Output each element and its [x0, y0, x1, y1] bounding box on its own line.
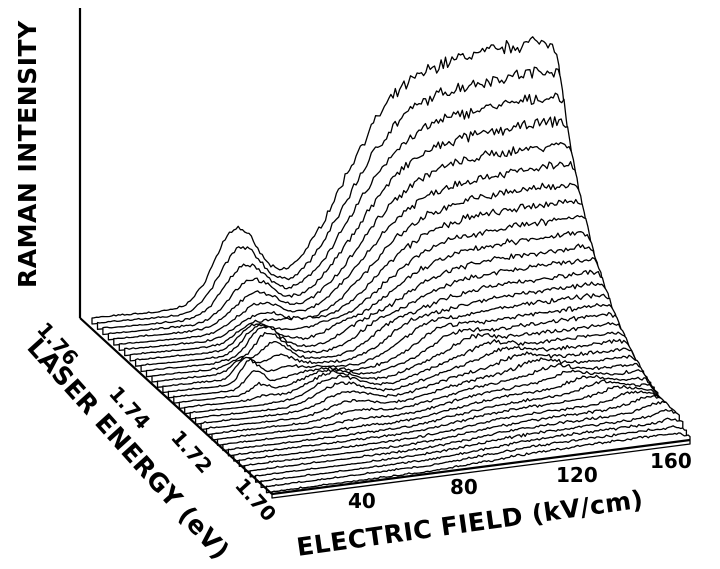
- spectrum-trace: [222, 374, 659, 452]
- x-axis-line: [271, 438, 691, 496]
- spectrum-trace: [249, 400, 677, 478]
- x-tick-label: 160: [650, 449, 692, 473]
- spectrum-trace: [244, 394, 673, 473]
- y-axis-line: [79, 317, 273, 495]
- spectrum-trace: [233, 384, 666, 462]
- waterfall-traces: [91, 36, 691, 499]
- spectrum-trace: [227, 379, 663, 457]
- axes: [78, 8, 691, 496]
- x-tick-label: 40: [348, 489, 376, 513]
- spectrum-trace: [265, 425, 688, 494]
- z-axis-title: RAMAN INTENSITY: [13, 20, 42, 288]
- x-tick-label: 120: [556, 463, 598, 487]
- spectrum-trace: [271, 432, 691, 499]
- spectrum-trace: [238, 390, 670, 468]
- spectrum-trace: [254, 408, 680, 483]
- spectrum-trace: [260, 417, 684, 489]
- x-tick-label: 80: [450, 475, 478, 499]
- spectrum-trace: [216, 369, 655, 446]
